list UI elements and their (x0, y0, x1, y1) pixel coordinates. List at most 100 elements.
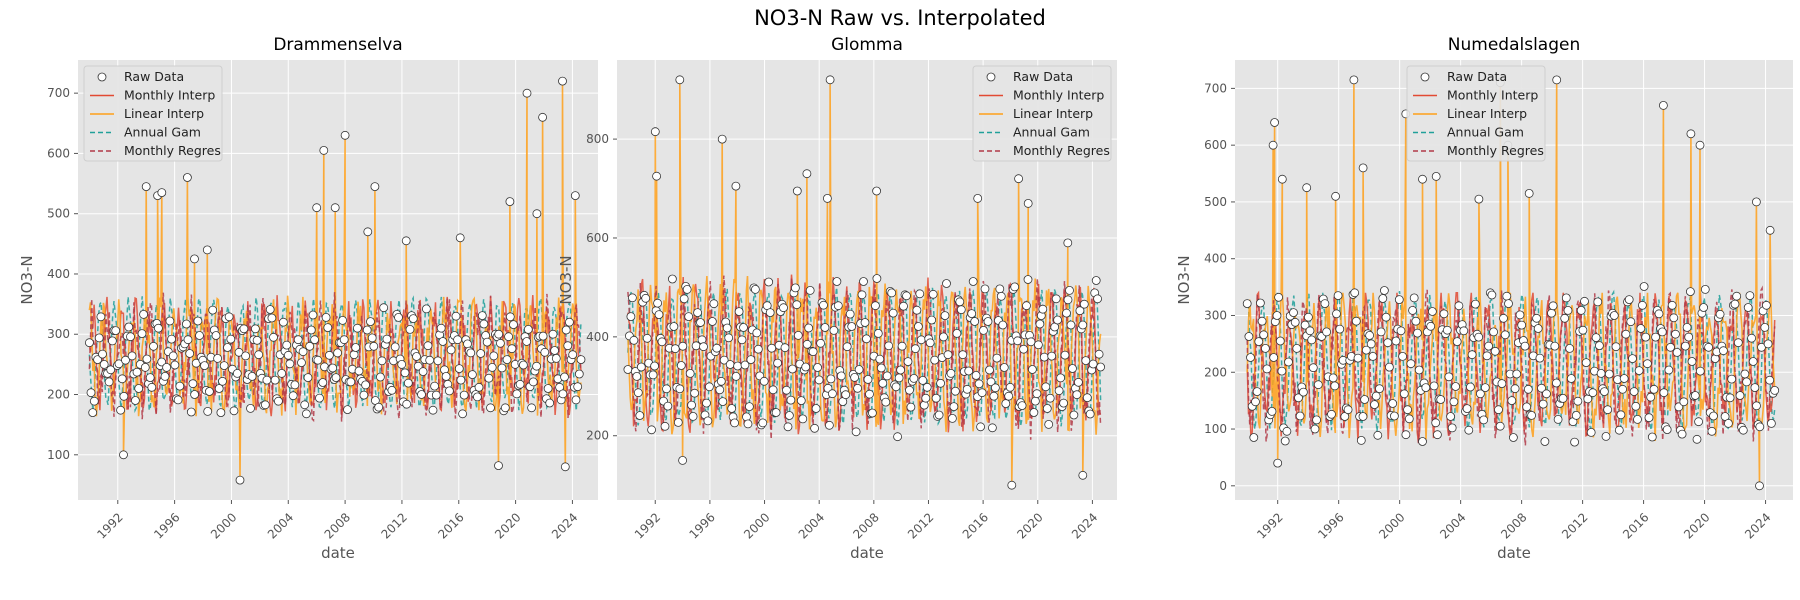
raw-data-point (234, 347, 244, 357)
raw-data-point (1081, 356, 1091, 366)
raw-data-point (753, 344, 763, 354)
raw-data-point (1596, 368, 1606, 378)
series-group (85, 76, 586, 485)
raw-data-point (673, 417, 683, 427)
raw-data-point (678, 455, 687, 465)
raw-data-point (1586, 427, 1596, 437)
raw-data-point (548, 329, 558, 339)
raw-data-point (200, 361, 209, 371)
raw-data-point (394, 312, 403, 322)
series-line-monthly-regres (88, 292, 582, 423)
raw-data-point (1267, 406, 1277, 416)
raw-data-point (1499, 313, 1508, 323)
raw-data-point (1576, 305, 1586, 315)
raw-data-point (431, 390, 441, 400)
raw-data-point (1659, 388, 1669, 398)
legend-label: Linear Interp (1447, 106, 1527, 121)
legend-entry-annual-gam: Annual Gam (1413, 125, 1524, 140)
raw-data-point (1600, 387, 1609, 397)
raw-data-point (576, 355, 586, 365)
raw-data-point (719, 355, 729, 365)
raw-data-point (813, 363, 822, 372)
raw-data-point (127, 351, 137, 361)
raw-data-point (1019, 344, 1028, 354)
raw-data-point (1565, 343, 1575, 353)
y-tick-label: 400 (1204, 252, 1227, 266)
raw-data-point (1459, 326, 1469, 336)
raw-data-point (1022, 301, 1031, 311)
raw-data-point (1515, 310, 1525, 320)
raw-data-point (141, 182, 151, 192)
raw-data-point (441, 371, 451, 381)
raw-data-point (850, 372, 859, 382)
raw-data-point (1289, 308, 1298, 318)
raw-data-point (786, 395, 796, 405)
raw-data-point (219, 361, 229, 371)
raw-data-point (1254, 337, 1264, 347)
x-tick-label: 2004 (796, 510, 827, 541)
raw-data-point (1413, 328, 1422, 338)
raw-data-point (930, 355, 940, 365)
raw-data-point (333, 348, 343, 358)
raw-data-point (247, 371, 257, 381)
raw-data-point (826, 374, 836, 384)
x-tick-label: 2008 (1498, 510, 1529, 541)
raw-data-point (1078, 320, 1088, 330)
raw-data-point (132, 367, 142, 377)
raw-data-point (887, 288, 897, 298)
raw-data-point (1694, 417, 1703, 427)
panel-title: Glomma (831, 35, 903, 55)
raw-data-point (1643, 359, 1652, 369)
raw-data-point (948, 413, 957, 423)
raw-data-point (168, 351, 178, 361)
raw-data-point (377, 356, 387, 366)
raw-data-point (1699, 303, 1708, 312)
raw-data-point (906, 402, 916, 412)
raw-data-point (486, 403, 495, 413)
raw-data-point (1611, 342, 1621, 352)
chart-panel-3: Numedalslagen 0 100 200 300 400 500 600 700 1992 1… (1175, 35, 1793, 562)
raw-data-point (269, 332, 278, 342)
raw-data-point (679, 294, 689, 304)
raw-data-point (1259, 330, 1269, 340)
raw-data-point (765, 308, 775, 318)
raw-data-point (1383, 338, 1393, 348)
raw-data-point (1464, 425, 1474, 435)
raw-data-point (955, 297, 965, 307)
y-tick-label: 500 (1204, 195, 1227, 209)
raw-data-point (1467, 350, 1477, 360)
raw-data-point (1414, 365, 1424, 375)
legend: Raw Data Monthly Interp Linear Interp Annua… (1406, 65, 1546, 162)
raw-data-point (863, 374, 873, 384)
legend-label: Raw Data (1447, 69, 1507, 84)
raw-data-point (574, 369, 584, 379)
raw-data-point (796, 396, 806, 406)
raw-data-point (173, 395, 183, 405)
raw-data-point (96, 312, 106, 322)
raw-data-point (902, 291, 911, 301)
raw-data-point (1510, 384, 1520, 394)
raw-data-point (1735, 391, 1745, 400)
raw-data-point (940, 311, 950, 321)
raw-data-point (1351, 316, 1361, 326)
raw-data-point (363, 227, 373, 237)
raw-data-point (446, 345, 456, 355)
y-tick-label: 0 (1219, 479, 1227, 493)
raw-data-point (270, 375, 280, 385)
raw-data-point (853, 383, 862, 393)
raw-data-point (977, 388, 987, 398)
raw-data-point (250, 324, 260, 334)
raw-data-point (405, 324, 415, 334)
raw-data-point (561, 325, 571, 335)
raw-data-point (260, 400, 270, 410)
raw-data-point (1671, 329, 1680, 339)
raw-data-point (894, 373, 904, 383)
raw-data-point (1284, 357, 1293, 367)
raw-data-point (390, 342, 400, 352)
raw-data-point (558, 76, 567, 86)
raw-data-point (1542, 389, 1551, 399)
raw-data-point (1396, 326, 1406, 336)
raw-data-point (1591, 333, 1601, 343)
legend-marker (1420, 72, 1430, 82)
raw-data-point (312, 203, 322, 213)
